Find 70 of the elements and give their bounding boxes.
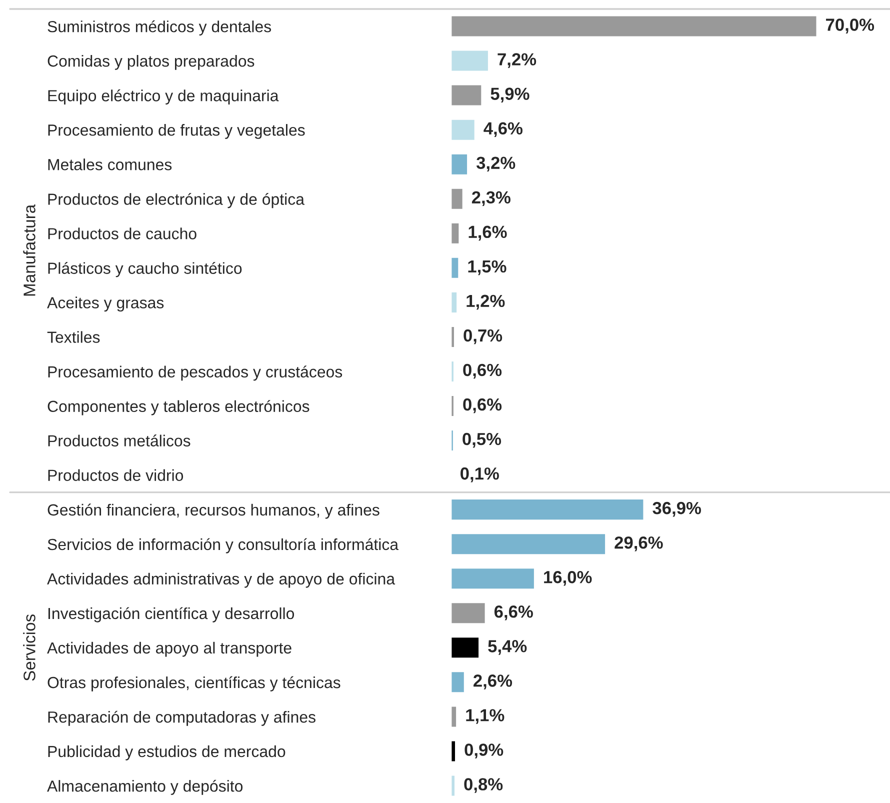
y-tick-label: Productos de vidrio (48, 469, 184, 481)
data-label: 6,6% (494, 605, 533, 620)
y-axis-title: Servicios (23, 614, 36, 681)
bar (451, 498, 645, 521)
y-tick-label: Componentes y tableros electrónicos (48, 400, 310, 416)
data-label: 29,6% (614, 536, 663, 552)
bar (451, 49, 490, 72)
bar (451, 256, 460, 280)
data-label: 5,4% (488, 640, 527, 655)
y-tick-label: Reparación de computadoras y afines (48, 710, 316, 726)
bar (451, 429, 454, 452)
y-tick-label: Actividades de apoyo al transporte (47, 642, 292, 657)
data-label: 0,9% (464, 744, 504, 758)
data-label: 0,6% (463, 364, 502, 379)
data-label: 36,9% (652, 502, 702, 517)
bar (451, 636, 480, 660)
y-tick-label: Investigación científica y desarrollo (48, 607, 294, 622)
y-tick-label: Servicios de información y consultoría informática (48, 538, 399, 554)
y-tick-label: Actividades administrativas y de apoyo de oficina (47, 572, 396, 588)
data-label: 4,6% (484, 122, 522, 138)
bar (451, 187, 464, 210)
bar (451, 118, 476, 142)
data-label: 0,5% (462, 432, 502, 448)
bar (451, 291, 458, 314)
data-label: 2,3% (472, 191, 510, 206)
data-label: 0,8% (464, 778, 503, 793)
y-tick-label: Aceites y grasas (47, 296, 164, 312)
y-tick-label: Productos de caucho (48, 228, 196, 240)
y-tick-label: Textiles (47, 331, 100, 343)
data-label: 16,0% (544, 570, 592, 586)
bar (451, 152, 468, 176)
data-label: 7,2% (498, 53, 536, 68)
y-tick-label: Otras profesionales, científicas y técnicas (48, 676, 340, 692)
bar (451, 740, 456, 763)
data-label: 3,2% (476, 156, 516, 172)
bar (451, 326, 456, 348)
y-tick-label: Equipo eléctrico y de maquinaria (48, 89, 279, 104)
y-tick-label: Metales comunes (48, 158, 172, 170)
bar (451, 394, 455, 418)
y-tick-label: Procesamiento de pescados y crustáceos (48, 366, 342, 381)
y-tick-label: Productos metálicos (48, 434, 190, 446)
y-axis-title: Manufactura (23, 204, 36, 296)
y-tick-label: Gestión financiera, recursos humanos, y afines (48, 504, 380, 519)
data-label: 0,1% (460, 467, 499, 482)
bar (451, 567, 536, 590)
bar (451, 705, 458, 728)
bar (451, 774, 456, 798)
bar (451, 670, 466, 694)
y-tick-label: Almacenamiento y depósito (47, 780, 243, 795)
bar (451, 360, 455, 383)
bar (451, 532, 606, 556)
data-label: 0,6% (463, 398, 502, 414)
data-label: 2,6% (474, 674, 512, 690)
bar (451, 222, 460, 245)
data-label: 1,5% (468, 260, 506, 276)
y-tick-label: Productos de electrónica y de óptica (48, 192, 304, 208)
data-label: 0,7% (464, 329, 502, 344)
y-tick-label: Publicidad y estudios de mercado (48, 745, 286, 760)
data-label: 5,9% (490, 88, 530, 102)
data-label: 1,6% (468, 226, 507, 241)
y-tick-label: Comidas y platos preparados (48, 54, 254, 70)
y-tick-label: Suministros médicos y dentales (48, 20, 272, 36)
y-tick-label: Procesamiento de frutas y vegetales (48, 124, 305, 139)
data-label: 1,2% (466, 294, 505, 310)
bar (451, 84, 483, 107)
data-label: 70,0% (826, 18, 874, 34)
y-tick-label: Plásticos y caucho sintético (48, 262, 242, 278)
bar (451, 602, 486, 625)
bar (451, 14, 818, 38)
data-label: 1,1% (466, 709, 504, 724)
